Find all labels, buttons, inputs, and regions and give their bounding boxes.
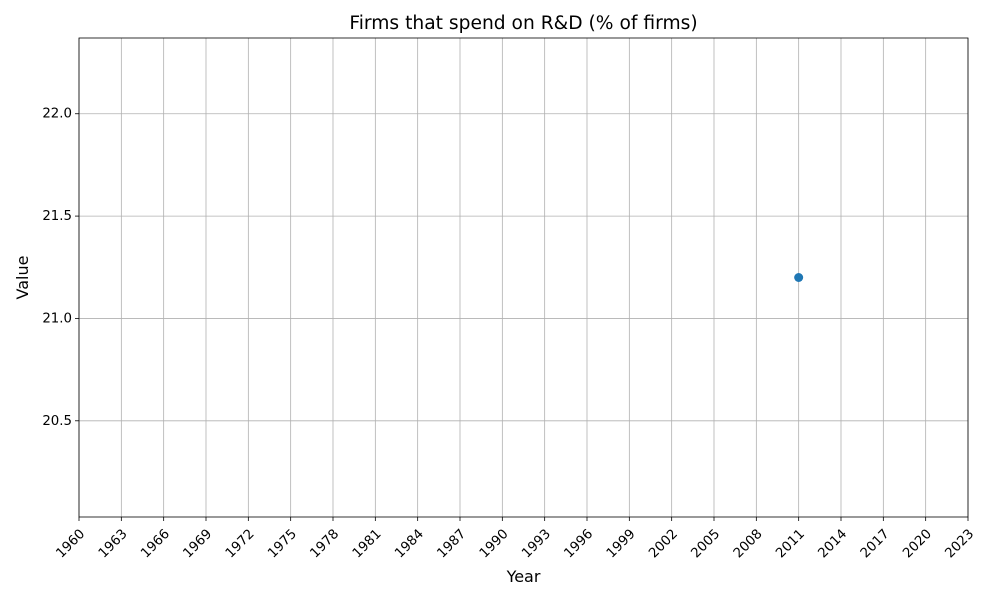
x-tick-label: 1975 (265, 527, 300, 562)
x-tick-label: 2020 (900, 527, 935, 562)
x-tick-label: 1981 (350, 527, 385, 562)
x-tick-label: 1984 (392, 527, 427, 562)
x-tick-label: 1969 (181, 527, 216, 562)
x-tick-label: 2005 (689, 527, 724, 562)
y-tick-label: 22.0 (42, 107, 72, 122)
grid (78, 38, 969, 517)
x-tick-label: 1963 (96, 527, 131, 562)
x-tick-label: 2008 (731, 527, 766, 562)
x-axis-label: Year (506, 567, 541, 586)
x-tick-label: 1960 (54, 527, 89, 562)
x-tick-label: 1978 (308, 527, 343, 562)
y-tick-label: 21.5 (42, 209, 72, 224)
data-point (794, 273, 804, 282)
x-tick-label: 2014 (816, 527, 851, 562)
axis-ticks: 1960 1963 1966 1969 1972 1975 1978 1981 1984 1987… (42, 107, 977, 562)
x-tick-label: 2017 (858, 527, 893, 562)
x-tick-label: 1996 (562, 527, 597, 562)
x-tick-label: 2023 (943, 527, 978, 562)
y-tick-label: 20.5 (42, 414, 72, 429)
chart-title: Firms that spend on R&D (% of firms) (349, 13, 697, 34)
x-tick-label: 1990 (477, 527, 512, 562)
x-tick-label: 2011 (773, 527, 808, 562)
x-tick-label: 2002 (646, 527, 681, 562)
x-tick-label: 1987 (435, 527, 470, 562)
x-tick-label: 1972 (223, 527, 258, 562)
x-tick-label: 1966 (138, 527, 173, 562)
x-tick-label: 1999 (604, 527, 639, 562)
plot-frame (78, 37, 969, 518)
y-axis-label: Value (13, 256, 32, 300)
data-points (794, 273, 804, 282)
y-tick-label: 21.0 (42, 311, 72, 326)
x-tick-label: 1993 (519, 527, 554, 562)
